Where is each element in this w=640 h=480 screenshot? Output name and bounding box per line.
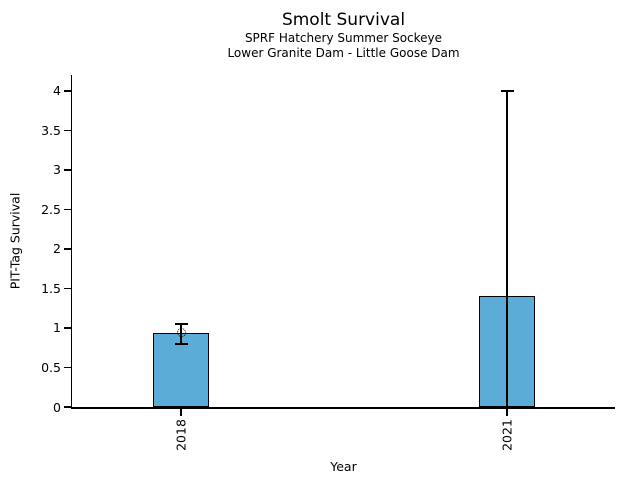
y-tick — [63, 169, 71, 171]
x-tick-label-2021: 2021 — [499, 419, 515, 451]
y-tick — [63, 287, 71, 290]
title-block: Smolt Survival SPRF Hatchery Summer Sock… — [72, 10, 615, 60]
y-tick-label: 2.5 — [41, 201, 61, 217]
chart-subtitle-line1: SPRF Hatchery Summer Sockeye — [244, 31, 443, 45]
y-tick-label: 3 — [53, 162, 61, 178]
x-tick-2018 — [180, 408, 182, 416]
bar-2018 — [153, 332, 209, 407]
y-tick — [63, 366, 71, 369]
data-marker — [176, 328, 186, 338]
chart-subtitle-line2: Lower Granite Dam - Little Goose Dam — [227, 45, 460, 60]
error-bar-cap-high-2018 — [174, 323, 188, 325]
y-tick-label: 1.5 — [41, 280, 61, 296]
y-tick-label: 0 — [53, 399, 61, 415]
y-tick — [63, 129, 71, 132]
x-axis-spine — [70, 407, 615, 409]
x-tick-2021 — [506, 408, 508, 416]
chart-title: Smolt Survival — [281, 10, 406, 30]
x-axis-label-wrap: Year — [72, 456, 615, 475]
y-axis-spine — [70, 75, 72, 409]
y-tick — [63, 406, 71, 408]
y-tick-label: 0.5 — [41, 359, 61, 375]
error-bar-cap-low-2018 — [174, 343, 188, 345]
y-tick — [63, 327, 71, 329]
y-tick-label: 4 — [53, 83, 61, 99]
y-tick-label: 3.5 — [41, 122, 61, 138]
y-tick-label: 2 — [53, 241, 61, 257]
error-bar-cap-high-2021 — [500, 90, 514, 92]
x-tick-label-2018: 2018 — [173, 419, 189, 451]
y-tick-label: 1 — [53, 320, 61, 336]
y-tick — [63, 90, 71, 92]
y-tick — [63, 208, 71, 211]
error-bar-line-2021 — [506, 90, 508, 407]
x-axis-label: Year — [330, 459, 357, 474]
y-tick — [63, 248, 71, 250]
